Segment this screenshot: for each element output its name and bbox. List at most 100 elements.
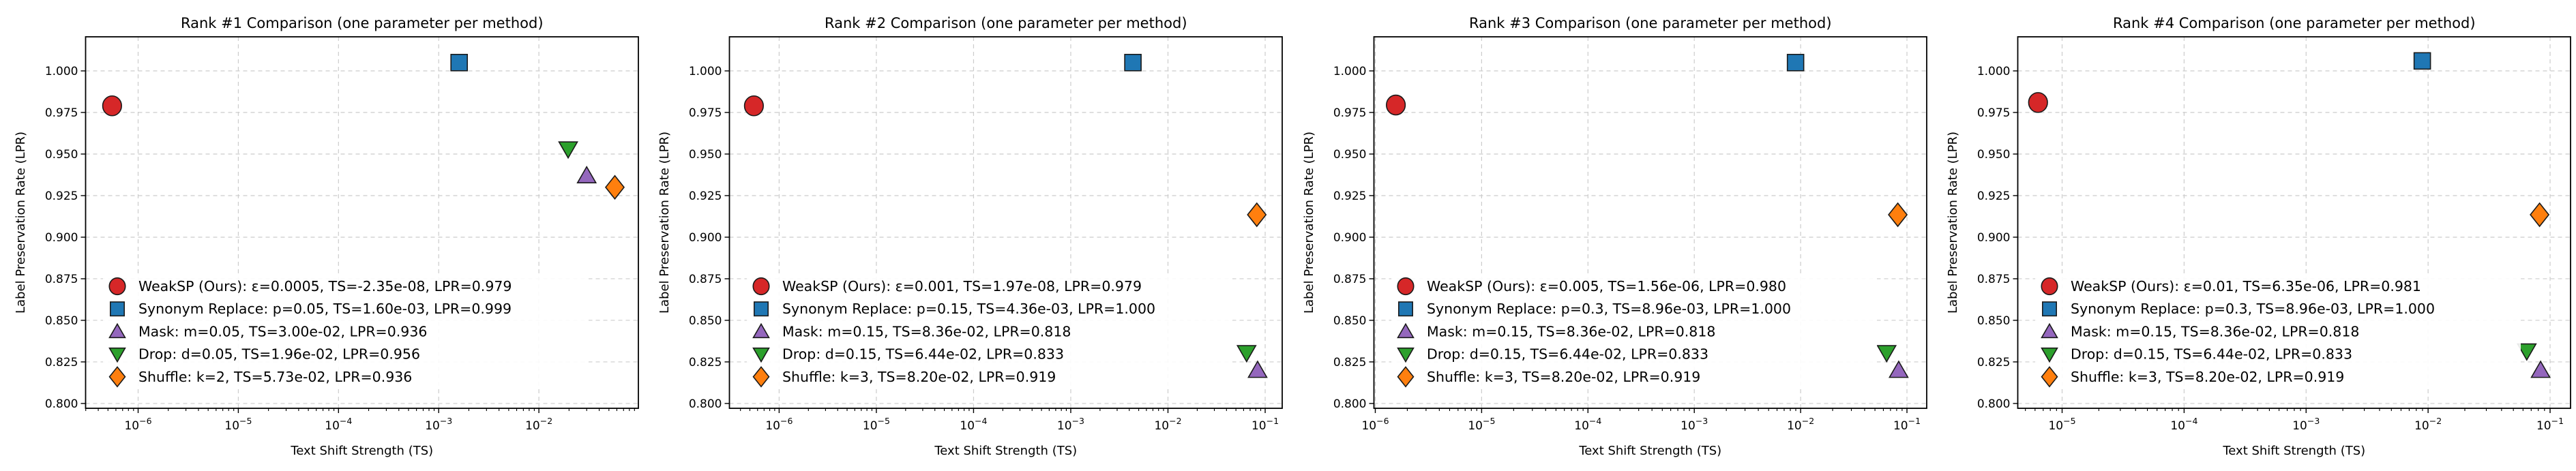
panel-background [1288,0,1932,471]
y-tick-label: 0.850 [1977,314,2011,328]
legend-background [103,273,589,389]
legend-label-drop: Drop: d=0.15, TS=6.44e-02, LPR=0.833 [782,346,1064,363]
panel-background [1931,0,2576,471]
x-axis-label: Text Shift Strength (TS) [2222,444,2365,458]
y-axis-label: Label Preservation Rate (LPR) [14,132,28,314]
data-points [2028,52,2551,378]
x-tick-label: 10−3 [1681,416,1708,433]
y-tick-label: 0.900 [1977,231,2011,245]
legend-marker-drop [752,347,771,363]
legend-item-drop: Drop: d=0.15, TS=6.44e-02, LPR=0.833 [2040,346,2352,363]
data-point-weaksp [2028,92,2048,113]
y-tick-label: 0.850 [45,314,78,328]
minor-ticks [85,408,635,411]
x-tick-label: 10−1 [1252,416,1279,433]
y-axis-label: Label Preservation Rate (LPR) [657,132,672,314]
legend-background [2034,273,2521,389]
y-tick-label: 1.000 [45,65,78,78]
legend-marker-shuffle [108,366,126,388]
y-tick-label: 0.950 [1333,148,1366,162]
y-tick-label: 0.825 [689,356,722,369]
legend: WeakSP (Ours): ε=0.001, TS=1.97e-08, LPR… [747,273,1233,389]
y-tick-label: 0.975 [1977,106,2011,120]
legend-marker-weaksp [752,277,770,296]
data-point-shuffle [1887,202,1908,228]
tick-labels: 0.800 0.825 0.850 0.875 0.900 0.925 0.950 0.975… [1977,65,2564,433]
legend-background [1391,273,1877,389]
legend-item-weaksp: WeakSP (Ours): ε=0.005, TS=1.56e-06, LPR… [1396,277,1786,296]
legend-marker-shuffle [1397,366,1414,388]
legend-marker-mask [2040,322,2058,339]
minor-ticks [1406,408,1902,411]
legend-marker-mask [752,322,771,339]
legend-item-shuffle: Shuffle: k=3, TS=8.20e-02, LPR=0.919 [752,366,1056,388]
y-tick-label: 0.825 [1333,356,1366,369]
data-point-synonym-replace [1786,54,1804,72]
plot-spines [1373,36,1927,409]
legend: WeakSP (Ours): ε=0.005, TS=1.56e-06, LPR… [1391,273,1877,389]
panel-rank-3-chart: WeakSP (Ours): ε=0.005, TS=1.56e-06, LPR… [1288,0,1932,471]
y-axis-label: Label Preservation Rate (LPR) [1302,132,1316,314]
data-point-mask [1888,360,1909,378]
tick-labels: 0.800 0.825 0.850 0.875 0.900 0.925 0.950 0.975… [45,65,552,433]
legend-item-mask: Mask: m=0.15, TS=8.36e-02, LPR=0.818 [1396,322,1715,339]
y-tick-label: 0.950 [1977,148,2011,162]
y-tick-label: 0.975 [45,106,78,120]
panel-background [0,0,645,471]
legend-marker-shuffle [2041,366,2058,388]
data-point-mask [1247,360,1269,378]
y-tick-label: 0.950 [45,148,78,162]
legend-label-drop: Drop: d=0.15, TS=6.44e-02, LPR=0.833 [1427,346,1708,363]
axis-ticks [80,70,539,413]
legend-label-synonym-replace: Synonym Replace: p=0.05, TS=1.60e-03, LP… [138,301,512,317]
y-tick-label: 0.850 [689,314,722,328]
data-point-shuffle [1247,202,1267,228]
legend-item-drop: Drop: d=0.15, TS=6.44e-02, LPR=0.833 [1396,346,1708,363]
data-point-weaksp [1385,94,1406,116]
x-tick-label: 10−2 [2414,416,2442,433]
plot-spines [85,36,639,409]
data-point-synonym-replace [1124,54,1142,72]
legend-item-weaksp: WeakSP (Ours): ε=0.0005, TS=-2.35e-08, L… [108,277,512,296]
y-tick-label: 0.850 [1333,314,1366,328]
x-tick-label: 10−6 [766,416,793,433]
y-tick-label: 0.975 [1333,106,1366,120]
legend-item-drop: Drop: d=0.05, TS=1.96e-02, LPR=0.956 [108,346,420,363]
legend-label-mask: Mask: m=0.15, TS=8.36e-02, LPR=0.818 [1427,323,1715,339]
legend-marker-synonym-replace [754,301,769,317]
legend-marker-weaksp [2041,277,2058,296]
tick-labels: 0.800 0.825 0.850 0.875 0.900 0.925 0.950 0.975… [689,65,1279,433]
legend-label-shuffle: Shuffle: k=3, TS=8.20e-02, LPR=0.919 [2071,369,2344,385]
y-tick-label: 0.950 [689,148,722,162]
y-tick-label: 0.825 [45,356,78,369]
y-tick-label: 0.925 [689,189,722,203]
legend-item-synonym-replace: Synonym Replace: p=0.05, TS=1.60e-03, LP… [110,301,512,317]
legend-label-synonym-replace: Synonym Replace: p=0.15, TS=4.36e-03, LP… [782,301,1155,317]
y-tick-label: 0.875 [1333,273,1366,286]
y-tick-label: 0.875 [1977,273,2011,286]
panel-title: Rank #3 Comparison (one parameter per me… [1468,15,1831,31]
minor-ticks [740,408,1262,411]
data-point-drop [1237,345,1257,363]
minor-ticks [2024,408,2545,411]
data-point-mask [576,166,597,184]
legend-label-weaksp: WeakSP (Ours): ε=0.001, TS=1.97e-08, LPR… [782,278,1142,294]
y-tick-label: 0.900 [45,231,78,245]
y-tick-label: 0.800 [45,397,78,411]
legend-marker-synonym-replace [2041,301,2057,317]
data-points [1385,54,1909,378]
axis-ticks [1369,70,1908,413]
y-tick-label: 0.875 [689,273,722,286]
legend-label-shuffle: Shuffle: k=2, TS=5.73e-02, LPR=0.936 [138,369,412,385]
legend-label-shuffle: Shuffle: k=3, TS=8.20e-02, LPR=0.919 [782,369,1056,385]
panel-rank-4-chart: WeakSP (Ours): ε=0.01, TS=6.35e-06, LPR=… [1931,0,2576,471]
x-tick-label: 10−5 [1468,416,1495,433]
data-point-shuffle [2529,202,2549,228]
y-tick-label: 0.925 [1333,189,1366,203]
y-tick-label: 1.000 [1977,65,2011,78]
panel-title: Rank #1 Comparison (one parameter per me… [181,15,544,31]
y-axis-label: Label Preservation Rate (LPR) [1946,132,1960,314]
legend-label-mask: Mask: m=0.05, TS=3.00e-02, LPR=0.936 [138,323,427,339]
x-axis-label: Text Shift Strength (TS) [290,444,433,458]
